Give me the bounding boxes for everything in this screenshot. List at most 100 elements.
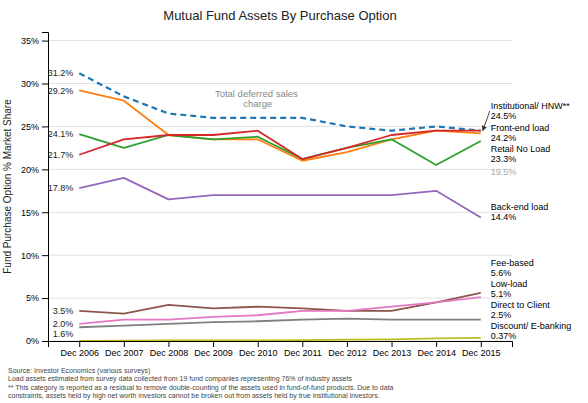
x-tick: Dec 2012 (328, 341, 367, 358)
y-tick-label: 35% (21, 36, 39, 46)
label-line: 14.4% (491, 212, 517, 222)
y-tick-label: 10% (21, 251, 39, 261)
value-label: 3.5% (53, 306, 74, 316)
y-tick-mark (42, 41, 48, 42)
y-tick-label: 20% (21, 165, 39, 175)
y-tick-label: 5% (26, 293, 39, 303)
line-label: Total deferred sales charge (215, 88, 301, 109)
x-tick-label: Dec 2007 (105, 348, 144, 358)
label-line: Discount/ E-banking (491, 321, 572, 331)
series-line (79, 338, 481, 341)
value-label: 19.5% (491, 167, 517, 177)
x-tick: Dec 2014 (417, 341, 456, 358)
series-line (79, 134, 481, 165)
y-tick: 15% (21, 208, 48, 218)
x-tick-mark (258, 341, 259, 347)
label-line: Back-end load (491, 202, 549, 212)
label-line: 24.1% (48, 129, 74, 139)
series-line (79, 319, 481, 328)
label-line: 2.0% (53, 319, 74, 329)
value-label: Fee-based 5.6% (491, 258, 537, 278)
series-line (79, 73, 481, 131)
y-tick-label: 30% (21, 79, 39, 89)
x-tick-label: Dec 2013 (373, 348, 412, 358)
x-tick: Dec 2010 (239, 341, 278, 358)
label-line: 31.2% (48, 68, 74, 78)
footnote-line: ** This category is reported as a residu… (8, 384, 394, 392)
x-tick: Dec 2007 (105, 341, 144, 358)
label-line: Institutional/ HNW** (491, 101, 571, 111)
x-axis: Dec 2006 Dec 2007 Dec 2008 Dec 2009 Dec 2010… (49, 341, 513, 358)
grid-line (48, 83, 512, 84)
value-label: 29.2% (48, 86, 74, 96)
x-tick-mark (302, 341, 303, 347)
x-tick-label: Dec 2006 (60, 348, 99, 358)
chart-container: 0%5%10%15%20%25%30%35%Dec 2006Dec 2007De… (0, 0, 588, 403)
y-tick: 30% (21, 79, 48, 89)
y-axis-title: Fund Purchase Option % Market Share (2, 99, 13, 274)
x-tick-label: Dec 2014 (417, 348, 456, 358)
label-line: Fee-based (491, 258, 534, 268)
value-label: 1.6% (53, 329, 74, 339)
lines (79, 73, 481, 341)
series-line (79, 90, 481, 160)
label-line: Retail No Load (491, 144, 551, 154)
value-label: Institutional/ HNW** 24.5% (491, 101, 573, 121)
label-line: 3.5% (53, 306, 74, 316)
value-label: 31.2% (48, 68, 74, 78)
value-label: 21.7% (48, 150, 74, 160)
label-line: Direct to Client (491, 300, 551, 310)
x-tick-mark (124, 341, 125, 347)
y-tick-mark (42, 298, 48, 299)
x-tick-mark (436, 341, 437, 347)
x-tick-label: Dec 2009 (194, 348, 233, 358)
y-tick-mark (42, 341, 48, 342)
x-tick: Dec 2009 (194, 341, 233, 358)
x-axis-line (49, 342, 513, 348)
y-tick-mark (42, 212, 48, 213)
y-axis: 0% 5% 10% 15% 20% 25% 30% 35% (21, 33, 49, 347)
value-label: Discount/ E-banking 0.37% (491, 321, 574, 341)
y-tick-label: 25% (21, 122, 39, 132)
label-line: 5.6% (491, 268, 512, 278)
annotation-arrow (483, 111, 490, 131)
label-line: charge (243, 98, 272, 109)
grid (48, 41, 512, 341)
y-tick: 20% (21, 165, 48, 175)
label-line: 5.1% (491, 289, 512, 299)
label-line: Front-end load (491, 123, 550, 133)
value-label: 24.1% (48, 129, 74, 139)
y-tick-mark (42, 84, 48, 85)
x-tick-mark (392, 341, 393, 347)
x-tick: Dec 2008 (150, 341, 189, 358)
label-line: 19.5% (491, 167, 517, 177)
y-tick: 0% (26, 336, 48, 346)
value-label: Retail No Load 23.3% (491, 144, 553, 164)
footnote-line: constraints, assets held by high net wor… (8, 392, 380, 400)
x-tick-label: Dec 2008 (150, 348, 189, 358)
y-tick: 35% (21, 36, 48, 46)
value-label: Front-end load 24.2% (491, 123, 552, 143)
value-label: 17.8% (48, 183, 74, 193)
y-tick-label: 0% (26, 336, 39, 346)
y-tick-mark (42, 255, 48, 256)
label-line: 17.8% (48, 183, 74, 193)
label-line: 0.37% (491, 331, 517, 341)
x-tick-label: Dec 2010 (239, 348, 278, 358)
value-label: Direct to Client 2.5% (491, 300, 553, 320)
annotations: 31.2% 29.2% 24.1% 21.7% 17.8% 3.5% 2.0%1.6% Ins… (48, 68, 574, 341)
x-tick-mark (213, 341, 214, 347)
grid-line (48, 40, 512, 41)
x-tick-label: Dec 2012 (328, 348, 367, 358)
value-label: Back-end load 14.4% (491, 202, 551, 222)
y-tick-mark (42, 169, 48, 170)
grid-line (48, 298, 512, 299)
label-line: 29.2% (48, 86, 74, 96)
label-line: 21.7% (48, 150, 74, 160)
plot-area: 0%5%10%15%20%25%30%35%Dec 2006Dec 2007De… (2, 33, 574, 359)
x-tick: Dec 2013 (373, 341, 412, 358)
y-tick: 10% (21, 251, 48, 261)
footnote-line: Load assets estimated from survey data c… (8, 375, 352, 383)
label-line: 24.2% (491, 133, 517, 143)
footnote-line: Source: Investor Economics (various surv… (8, 367, 150, 375)
